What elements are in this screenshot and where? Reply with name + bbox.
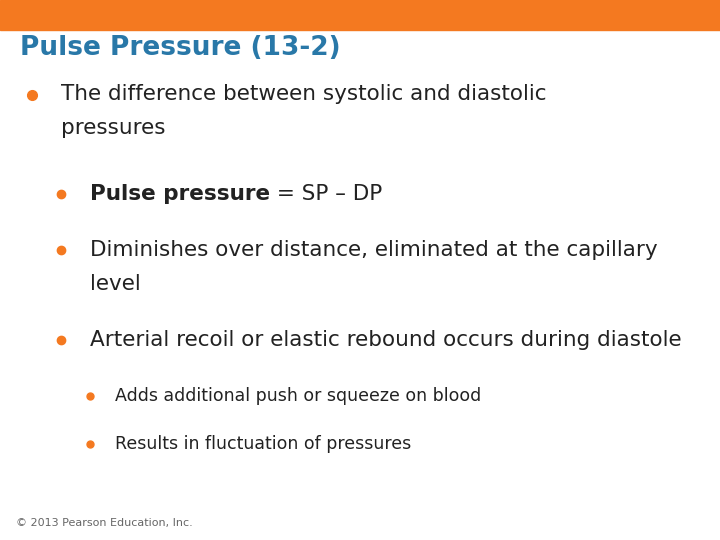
Text: Adds additional push or squeeze on blood: Adds additional push or squeeze on blood [115, 387, 482, 406]
Text: Arterial recoil or elastic rebound occurs during diastole: Arterial recoil or elastic rebound occur… [90, 330, 682, 350]
Text: level: level [90, 274, 140, 294]
Text: Results in fluctuation of pressures: Results in fluctuation of pressures [115, 435, 411, 453]
Text: Diminishes over distance, eliminated at the capillary: Diminishes over distance, eliminated at … [90, 240, 657, 260]
Text: Pulse pressure: Pulse pressure [90, 184, 270, 204]
Text: Pulse Pressure (13-2): Pulse Pressure (13-2) [20, 35, 341, 61]
Text: © 2013 Pearson Education, Inc.: © 2013 Pearson Education, Inc. [16, 518, 192, 528]
Bar [0, 0, 720, 30]
Text: pressures: pressures [61, 118, 166, 138]
Text: = SP – DP: = SP – DP [270, 184, 382, 204]
Text: The difference between systolic and diastolic: The difference between systolic and dias… [61, 84, 546, 105]
